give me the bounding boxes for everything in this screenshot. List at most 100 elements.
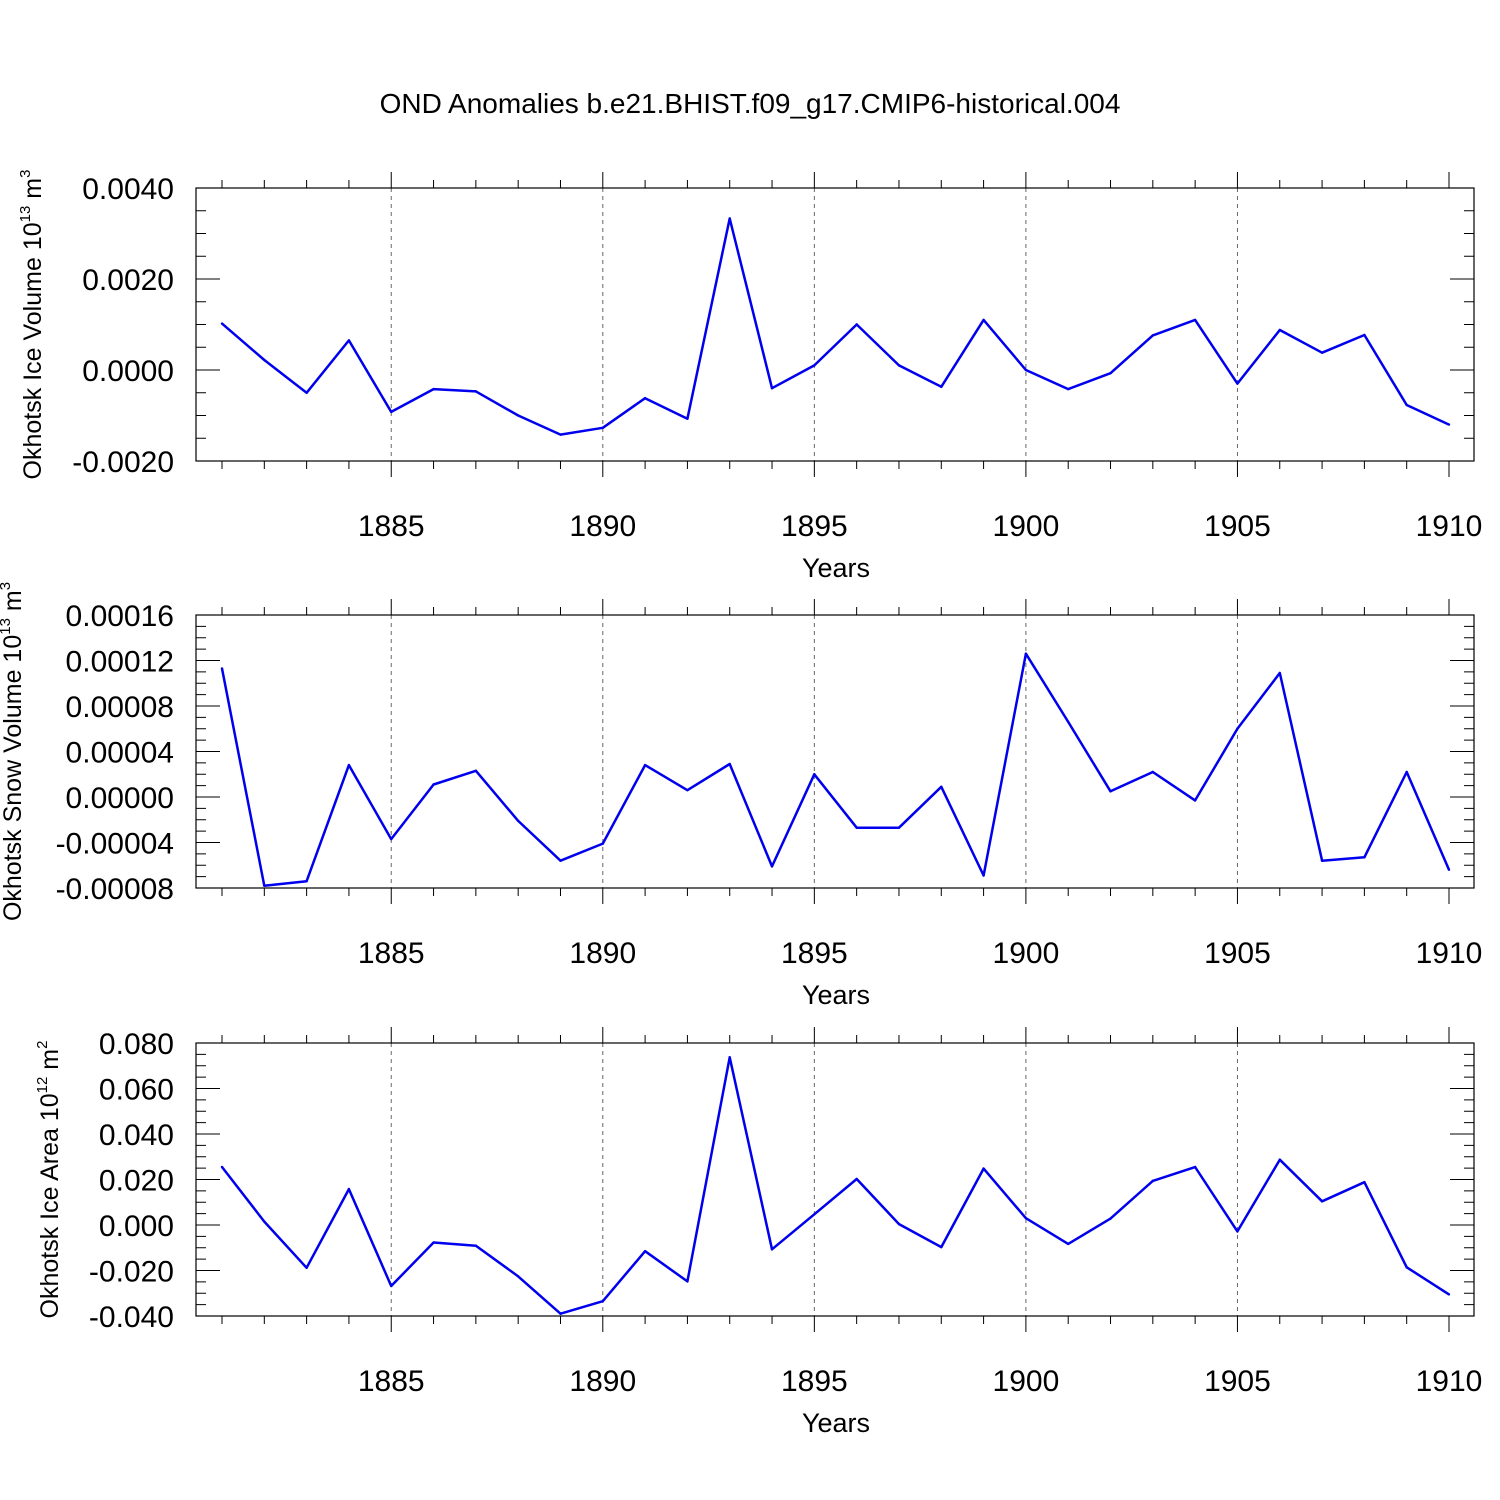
data-point — [474, 390, 478, 393]
series-line — [220, 652, 1451, 887]
data-point — [305, 1266, 308, 1269]
data-point — [982, 318, 985, 322]
y-tick-label: -0.00004 — [56, 828, 174, 861]
x-tick-label: 1895 — [781, 1365, 848, 1398]
data-point — [643, 1249, 647, 1253]
y-axis-label: Okhotsk Snow Volume 1013 m3 — [0, 582, 27, 921]
data-point — [643, 763, 647, 767]
y-axis-label-text: Okhotsk Ice Area 10 — [36, 1093, 64, 1318]
data-point — [982, 874, 985, 877]
y-tick-label: -0.0020 — [72, 446, 174, 479]
y-tick-label: 0.060 — [99, 1074, 174, 1107]
data-point — [728, 1056, 731, 1059]
data-point — [643, 397, 647, 400]
x-tick-label: 1890 — [569, 937, 636, 970]
x-tick-label: 1885 — [358, 937, 425, 970]
x-tick-label: 1910 — [1416, 937, 1483, 970]
data-point — [1405, 1266, 1408, 1269]
data-point — [1405, 403, 1408, 407]
x-tick-label: 1900 — [993, 1365, 1060, 1398]
data-point — [1363, 333, 1366, 337]
data-point — [1363, 1181, 1366, 1184]
data-point — [559, 859, 562, 862]
y-tick-label: 0.0000 — [82, 355, 174, 388]
data-point — [1109, 371, 1112, 375]
data-point — [728, 762, 731, 766]
y-tick-label: 0.0020 — [82, 264, 174, 297]
y-axis-label-text: Okhotsk Snow Volume 10 — [0, 635, 27, 921]
y-axis-label: Okhotsk Ice Area 1012 m2 — [34, 1041, 64, 1319]
data-point — [390, 410, 393, 414]
data-point — [516, 414, 520, 417]
data-point — [601, 1300, 604, 1303]
data-point — [390, 1284, 393, 1288]
data-point — [813, 364, 816, 367]
data-point — [1320, 1200, 1324, 1203]
y-tick-label: 0.000 — [99, 1210, 174, 1243]
data-point — [305, 391, 308, 394]
data-point — [1193, 318, 1197, 322]
x-tick-label: 1885 — [358, 1365, 425, 1398]
y-axis-label-text: Okhotsk Ice Volume 10 — [19, 222, 47, 479]
x-tick-label: 1905 — [1204, 510, 1271, 543]
x-tick-label: 1900 — [993, 937, 1060, 970]
data-point — [220, 322, 224, 325]
y-axis-label-text: m — [0, 590, 27, 618]
data-point — [347, 763, 351, 767]
x-axis-label: Years — [802, 553, 870, 583]
series-line — [221, 217, 1450, 436]
x-tick-label: 1910 — [1416, 1365, 1483, 1398]
data-point — [1447, 1293, 1451, 1296]
panel-3: 1885 1890 1895 1900 1905 1910 Years -0.040 -0.02… — [34, 1027, 1482, 1438]
x-tick-label: 1890 — [569, 1365, 636, 1398]
data-point — [897, 826, 901, 829]
panels: 1885 1890 1895 1900 1905 1910 Years -0.0020 0.00… — [0, 170, 1482, 1438]
x-tick-label: 1895 — [781, 937, 848, 970]
data-point — [686, 417, 689, 420]
data-point — [982, 1167, 985, 1170]
data-point — [263, 884, 266, 887]
data-point — [1236, 382, 1239, 385]
data-point — [432, 783, 435, 786]
data-point — [516, 1275, 520, 1278]
y-axis-label: Okhotsk Ice Volume 1013 m3 — [17, 170, 47, 480]
data-point — [1024, 652, 1028, 655]
panel-1: 1885 1890 1895 1900 1905 1910 Years -0.0020 0.00… — [17, 170, 1482, 583]
data-point — [1320, 859, 1324, 862]
x-tick-label: 1905 — [1204, 1365, 1271, 1398]
x-tick-label: 1890 — [569, 510, 636, 543]
x-tick-label: 1895 — [781, 510, 848, 543]
y-axis-label-superscript: 3 — [0, 582, 14, 590]
data-point — [559, 1312, 562, 1315]
data-point — [1236, 727, 1239, 730]
data-point — [897, 364, 901, 367]
x-axis-label: Years — [802, 980, 870, 1010]
x-tick-label: 1905 — [1204, 937, 1271, 970]
data-point — [1447, 868, 1451, 871]
x-tick-label: 1885 — [358, 510, 425, 543]
data-point — [1067, 720, 1070, 724]
y-tick-label: 0.020 — [99, 1165, 174, 1198]
data-point — [559, 433, 562, 436]
series-line — [221, 1056, 1450, 1315]
data-point — [474, 769, 478, 773]
y-axis-label-superscript: 3 — [17, 170, 34, 178]
y-tick-label: 0.040 — [99, 1119, 174, 1152]
data-point — [263, 358, 266, 362]
data-point — [1278, 328, 1281, 332]
data-point — [728, 217, 731, 220]
data-point — [220, 1165, 224, 1169]
data-point — [305, 879, 308, 883]
data-point — [390, 837, 393, 841]
y-tick-label: 0.00008 — [66, 691, 174, 724]
data-point — [813, 773, 816, 776]
data-point — [1109, 790, 1112, 793]
data-point — [770, 865, 774, 868]
y-tick-label: -0.040 — [89, 1301, 174, 1334]
y-tick-label: 0.0040 — [82, 173, 174, 206]
x-axis-label: Years — [802, 1408, 870, 1438]
data-point — [1236, 1230, 1239, 1233]
data-point — [1024, 368, 1028, 372]
y-tick-label: 0.080 — [99, 1028, 174, 1061]
